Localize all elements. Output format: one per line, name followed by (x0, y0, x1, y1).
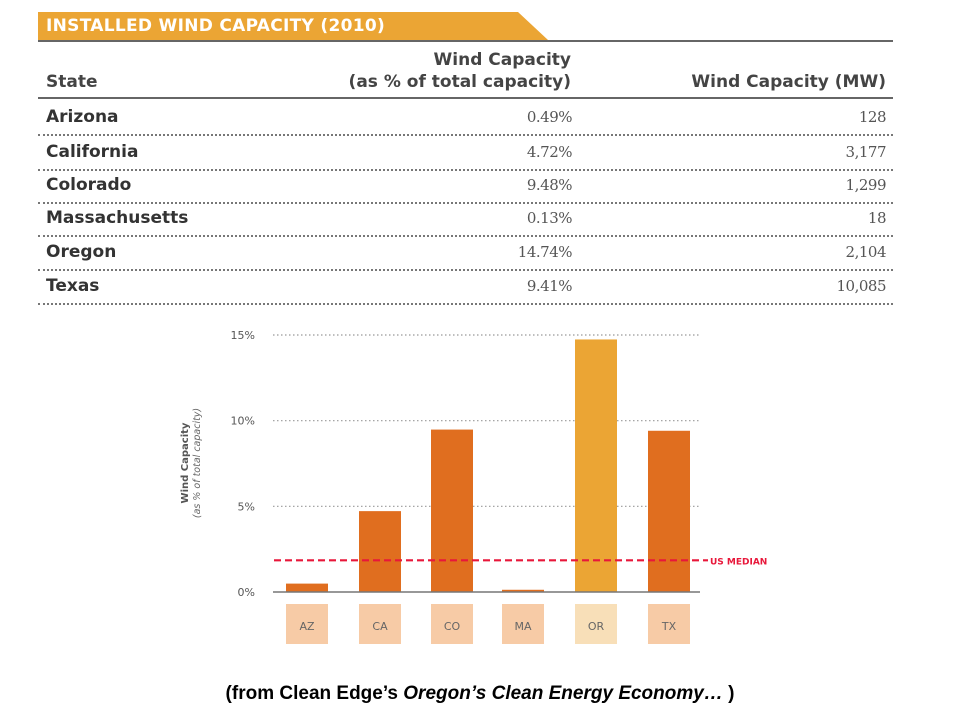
table-row: Colorado 9.48% 1,299 (38, 169, 893, 204)
cell-state: California (46, 142, 139, 162)
cell-state: Oregon (46, 242, 117, 262)
cell-state: Texas (46, 276, 100, 296)
header-mw: Wind Capacity (MW) (691, 72, 886, 92)
cell-mw: 1,299 (845, 176, 887, 194)
cell-mw: 3,177 (845, 143, 887, 161)
caption-suffix: ) (722, 683, 735, 704)
us-median-label: US MEDIAN (710, 557, 767, 567)
table-row: Texas 9.41% 10,085 (38, 270, 893, 305)
cell-state: Massachusetts (46, 208, 189, 228)
y-tick-label: 15% (231, 329, 255, 342)
table-row: Arizona 0.49% 128 (38, 101, 893, 136)
cell-mw: 128 (858, 108, 887, 126)
bar-co (431, 429, 473, 592)
y-tick-label: 0% (238, 586, 255, 599)
state-shape-ca (359, 604, 401, 644)
cell-pct: 4.72% (526, 143, 573, 161)
bar-ma (502, 589, 544, 592)
y-tick-label: 5% (238, 500, 255, 513)
caption: (from Clean Edge’s Oregon’s Clean Energy… (0, 683, 960, 705)
bar-or (575, 339, 617, 592)
header-pct: Wind Capacity (as % of total capacity) (349, 49, 571, 93)
table-row: California 4.72% 3,177 (38, 136, 893, 171)
bar-chart: 0% 5% 10% 15% AZ CA CO MA OR TX US MEDIAN Wind Capa… (180, 329, 767, 644)
y-axis-subtitle: (as % of total capacity) (192, 408, 203, 518)
cell-pct: 14.74% (517, 243, 573, 261)
x-tick-label: OR (588, 620, 605, 633)
state-shape-or (575, 604, 617, 644)
bar-tx (648, 430, 690, 592)
bar-ca (359, 511, 401, 592)
cell-pct: 9.41% (526, 277, 573, 295)
cell-state: Arizona (46, 107, 119, 127)
table-row: Massachusetts 0.13% 18 (38, 202, 893, 237)
bar-az (286, 583, 328, 592)
y-tick-label: 10% (231, 415, 255, 428)
cell-mw: 2,104 (845, 243, 887, 261)
cell-pct: 9.48% (526, 176, 573, 194)
caption-title: Oregon’s Clean Energy Economy… (403, 683, 723, 704)
state-shape-tx (648, 604, 690, 644)
state-shape-ma (502, 604, 544, 644)
cell-mw: 10,085 (836, 277, 887, 295)
y-axis-label: Wind Capacity (as % of total capacity) (180, 408, 203, 518)
table-row: Oregon 14.74% 2,104 (38, 236, 893, 271)
cell-mw: 18 (867, 209, 887, 227)
table-title: INSTALLED WIND CAPACITY (2010) (46, 16, 386, 36)
x-tick-label: CA (372, 620, 388, 633)
cell-pct: 0.13% (526, 209, 573, 227)
header-pct-line1: Wind Capacity (433, 50, 571, 70)
state-shape-az (286, 604, 328, 644)
state-shape-co (431, 604, 473, 644)
header-state: State (46, 72, 98, 92)
divider (38, 40, 893, 42)
x-tick-label: TX (661, 620, 677, 633)
x-tick-label: CO (444, 620, 461, 633)
x-tick-label: AZ (299, 620, 315, 633)
divider (38, 97, 893, 99)
cell-state: Colorado (46, 175, 132, 195)
x-tick-label: MA (514, 620, 531, 633)
y-axis-title: Wind Capacity (180, 422, 191, 503)
header-pct-line2: (as % of total capacity) (348, 72, 571, 92)
cell-pct: 0.49% (526, 108, 573, 126)
caption-prefix: (from Clean Edge’s (225, 683, 404, 704)
table-title-banner: INSTALLED WIND CAPACITY (2010) (38, 12, 548, 40)
